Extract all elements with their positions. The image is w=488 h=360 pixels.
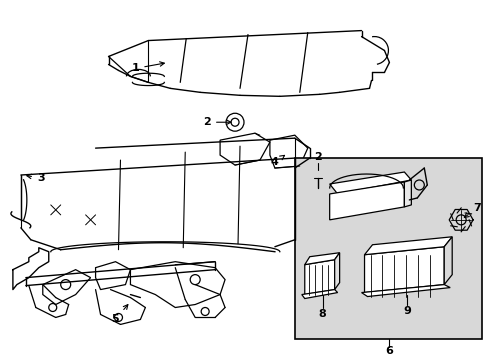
Polygon shape bbox=[364, 237, 451, 255]
Polygon shape bbox=[329, 182, 404, 220]
Text: 8: 8 bbox=[318, 310, 326, 319]
Text: 7: 7 bbox=[464, 203, 480, 217]
Polygon shape bbox=[364, 247, 443, 293]
Polygon shape bbox=[443, 237, 451, 285]
Polygon shape bbox=[334, 253, 339, 289]
Text: 5: 5 bbox=[111, 305, 127, 324]
Polygon shape bbox=[329, 172, 410, 194]
Bar bbox=[294, 158, 481, 339]
Text: 3: 3 bbox=[27, 173, 44, 183]
Text: 2: 2 bbox=[203, 117, 230, 127]
Text: 1: 1 bbox=[131, 62, 164, 73]
Polygon shape bbox=[361, 285, 449, 297]
Text: 6: 6 bbox=[385, 346, 392, 356]
Text: 4: 4 bbox=[270, 156, 284, 167]
Polygon shape bbox=[304, 260, 334, 294]
Polygon shape bbox=[304, 253, 339, 265]
Text: 2: 2 bbox=[313, 152, 321, 162]
Polygon shape bbox=[301, 289, 337, 298]
Polygon shape bbox=[404, 180, 410, 207]
Text: 9: 9 bbox=[403, 306, 410, 316]
